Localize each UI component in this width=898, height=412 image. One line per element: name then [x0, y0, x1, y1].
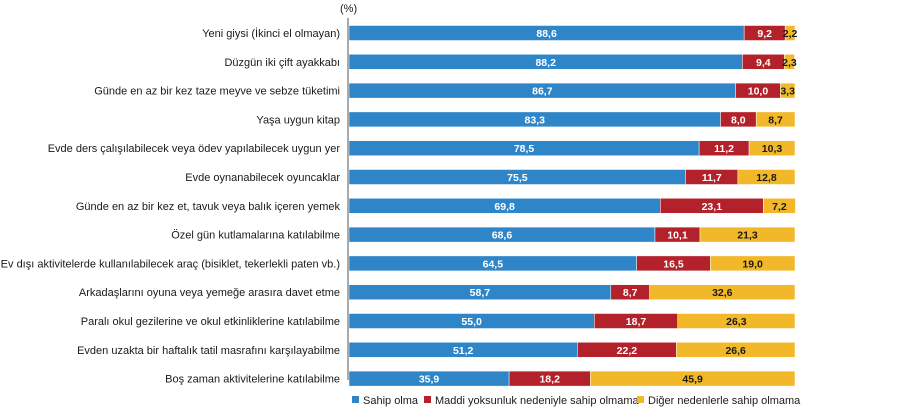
data-label: 45,9 — [682, 374, 703, 386]
bar-segment — [710, 255, 796, 272]
data-label: 32,6 — [712, 287, 733, 299]
legend-swatch — [637, 396, 644, 403]
legend-label: Maddi yoksunluk nedeniyle sahip olmama — [435, 395, 639, 407]
bar-segment — [676, 342, 796, 358]
bar-segment — [748, 140, 796, 156]
data-label: 9,4 — [756, 57, 771, 69]
value-labels: 88,6 9,2 2,2 88,2 9,4 2,3 86,7 10,0 3,3 83,3 8,0 8,… — [419, 28, 798, 386]
category-label: Yeni giysi (İkinci el olmayan) — [202, 27, 340, 40]
data-label: 23,1 — [702, 201, 723, 213]
data-label: 10,3 — [762, 143, 783, 155]
category-label: Evde ders çalışılabilecek veya ödev yapı… — [48, 143, 341, 155]
category-label: Evde oynanabilecek oyuncaklar — [185, 172, 340, 184]
data-label: 88,6 — [536, 28, 557, 40]
bar-segment — [699, 226, 796, 243]
bar-segment — [784, 25, 796, 41]
data-label: 83,3 — [525, 114, 546, 126]
data-label: 88,2 — [535, 57, 556, 69]
legend-swatch — [352, 396, 359, 403]
category-label: Paralı okul gezilerine ve okul etkinlikl… — [81, 316, 340, 328]
data-label: 8,0 — [731, 114, 746, 126]
data-label: 78,5 — [514, 143, 535, 155]
data-label: 10,1 — [667, 230, 688, 242]
legend-label: Diğer nedenlerle sahip olmama — [648, 395, 801, 407]
data-label: 69,8 — [494, 201, 515, 213]
legend: Sahip olma Maddi yoksunluk nedeniyle sahi… — [352, 395, 801, 407]
category-label: Günde en az bir kez et, tavuk veya balık… — [76, 201, 341, 213]
category-label: Boş zaman aktivitelerine katılabilme — [165, 374, 340, 386]
data-label: 2,3 — [782, 57, 797, 69]
data-label: 18,7 — [626, 316, 647, 328]
data-label: 11,7 — [702, 172, 722, 184]
category-label: Yaşa uygun kitap — [256, 114, 340, 126]
data-label: 7,2 — [772, 201, 787, 213]
data-label: 26,6 — [725, 345, 746, 357]
category-label: Arkadaşlarını oyuna veya yemeğe arasıra … — [79, 287, 340, 299]
category-label: Özel gün kutlamalarına katılabilme — [171, 230, 340, 242]
data-label: 51,2 — [453, 345, 474, 357]
data-label: 11,2 — [714, 143, 734, 155]
data-label: 26,3 — [726, 316, 747, 328]
data-label: 21,3 — [737, 230, 758, 242]
bar-segment — [755, 111, 796, 128]
bar-segment — [590, 370, 796, 387]
bar-segment — [649, 284, 796, 300]
data-label: 22,2 — [617, 345, 638, 357]
category-label: Düzgün iki çift ayakkabı — [224, 57, 340, 69]
data-label: 86,7 — [532, 86, 553, 98]
unit-label: (%) — [340, 3, 357, 15]
bar-segment — [784, 54, 795, 70]
data-label: 2,2 — [783, 28, 798, 40]
data-label: 75,5 — [507, 172, 528, 184]
bar-segment — [737, 169, 796, 185]
category-label: Günde en az bir kez taze meyve ve sebze … — [94, 86, 340, 98]
data-label: 12,8 — [756, 172, 777, 184]
legend-swatch — [424, 396, 431, 403]
data-label: 9,2 — [757, 28, 772, 40]
category-label: Evden uzakta bir haftalık tatil masrafın… — [77, 345, 340, 357]
bar-segment — [763, 198, 796, 214]
data-label: 16,5 — [663, 258, 684, 270]
data-label: 18,2 — [539, 374, 560, 386]
bar-segment — [677, 313, 796, 329]
data-label: 64,5 — [483, 258, 504, 270]
legend-label: Sahip olma — [363, 395, 419, 407]
data-label: 68,6 — [492, 230, 513, 242]
bars — [348, 25, 796, 387]
data-label: 35,9 — [419, 374, 440, 386]
data-label: 8,7 — [623, 287, 638, 299]
category-labels: Yeni giysi (İkinci el olmayan) Düzgün iki… — [1, 27, 341, 386]
data-label: 3,3 — [780, 86, 795, 98]
data-label: 8,7 — [768, 114, 783, 126]
data-label: 19,0 — [742, 258, 763, 270]
data-label: 55,0 — [461, 316, 482, 328]
bar-segment — [780, 82, 796, 99]
data-label: 58,7 — [470, 287, 491, 299]
data-label: 10,0 — [748, 86, 769, 98]
category-label: Ev dışı aktivitelerde kullanılabilecek a… — [1, 258, 340, 270]
